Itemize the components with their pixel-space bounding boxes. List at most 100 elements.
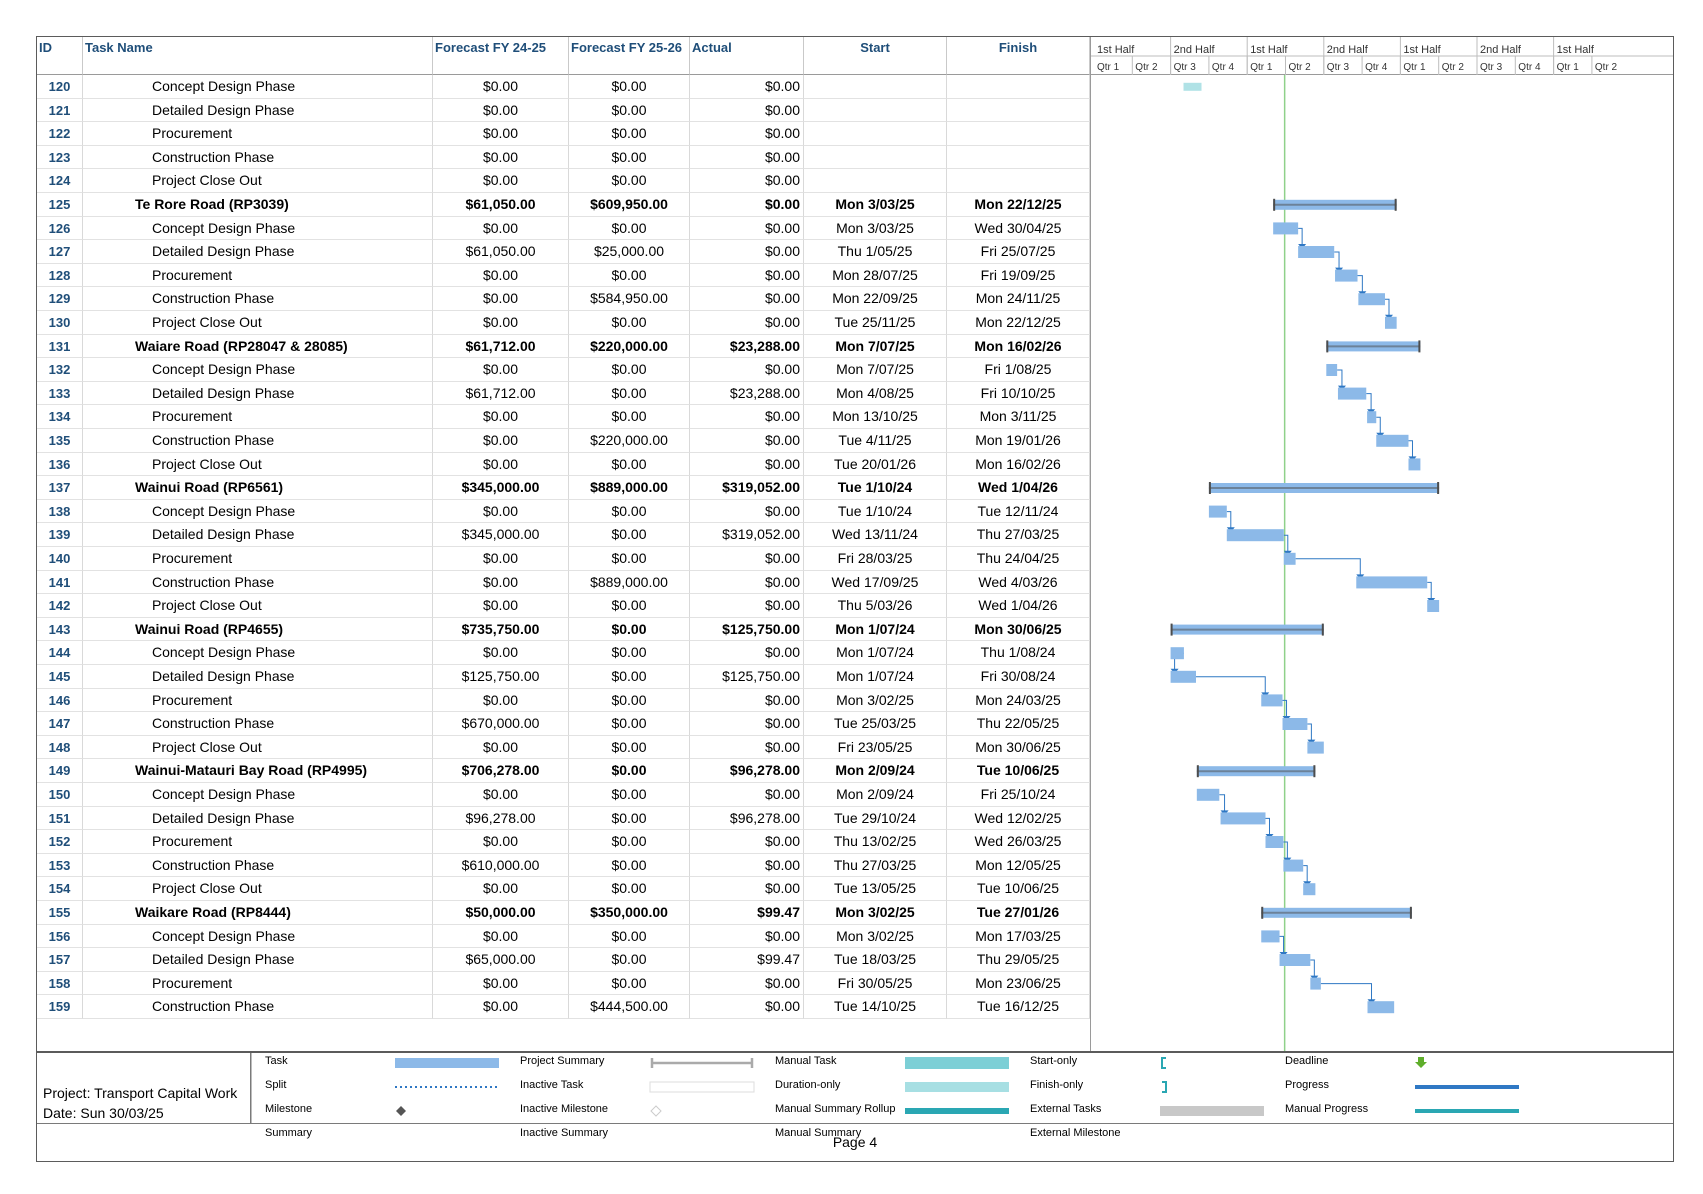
table-row[interactable]: 145 Detailed Design Phase $125,750.00 $0.00… xyxy=(37,665,1090,689)
start-date: Mon 2/09/24 xyxy=(804,783,947,807)
summary-task-row[interactable]: 149 Wainui-Matauri Bay Road (RP4995) $706,… xyxy=(37,759,1090,783)
table-row[interactable]: 133 Detailed Design Phase $61,712.00 $0.00 $… xyxy=(37,381,1090,406)
forecast-fy2526: $0.00 xyxy=(569,665,690,689)
table-row[interactable]: 122 Procurement $0.00 $0.00 $0.00 xyxy=(37,122,1090,146)
start-date: Tue 20/01/26 xyxy=(804,452,947,477)
actual-cost: $0.00 xyxy=(690,924,804,949)
task-name: Concept Design Phase xyxy=(83,499,433,524)
finish-date: Mon 22/12/25 xyxy=(947,311,1090,335)
task-bar xyxy=(1307,741,1324,754)
start-date: Tue 1/10/24 xyxy=(804,476,947,500)
summary-task-row[interactable]: 143 Wainui Road (RP4655) $735,750.00 $0.00 $… xyxy=(37,617,1090,642)
summary-task-row[interactable]: 131 Waiare Road (RP28047 & 28085) $61,712.… xyxy=(37,334,1090,359)
half-label: 2nd Half xyxy=(1174,44,1216,56)
table-row[interactable]: 142 Project Close Out $0.00 $0.00 $0.00 Thu 5… xyxy=(37,594,1090,618)
dependency-link xyxy=(1298,227,1303,245)
task-id: 150 xyxy=(37,783,83,807)
dependency-link xyxy=(1195,676,1266,694)
table-row[interactable]: 139 Detailed Design Phase $345,000.00 $0.00… xyxy=(37,523,1090,547)
legend-item-label: Manual Summary Rollup xyxy=(775,1103,896,1115)
table-row[interactable]: 123 Construction Phase $0.00 $0.00 $0.00 xyxy=(37,145,1090,170)
table-row[interactable]: 138 Concept Design Phase $0.00 $0.00 $0.00 Tu… xyxy=(37,499,1090,524)
start-date: Mon 2/09/24 xyxy=(804,759,947,783)
table-row[interactable]: 126 Concept Design Phase $0.00 $0.00 $0.00 Mo… xyxy=(37,216,1090,241)
table-row[interactable]: 120 Concept Design Phase $0.00 $0.00 $0.00 xyxy=(37,75,1090,99)
legend-item-label: Milestone xyxy=(265,1103,313,1115)
table-row[interactable]: 130 Project Close Out $0.00 $0.00 $0.00 Tue 2… xyxy=(37,311,1090,335)
table-row[interactable]: 148 Project Close Out $0.00 $0.00 $0.00 Fri 2… xyxy=(37,735,1090,760)
finish-date: Tue 12/11/24 xyxy=(947,499,1090,524)
finish-date: Mon 30/06/25 xyxy=(947,617,1090,642)
actual-cost: $96,278.00 xyxy=(690,759,804,783)
start-date: Tue 29/10/24 xyxy=(804,806,947,831)
forecast-fy2526: $0.00 xyxy=(569,263,690,288)
header-forecast-fy2526: Forecast FY 25-26 xyxy=(569,37,690,75)
legend-manual-task-symbol xyxy=(905,1057,1009,1069)
actual-cost: $0.00 xyxy=(690,853,804,878)
table-row[interactable]: 146 Procurement $0.00 $0.00 $0.00 Mon 3/02/25… xyxy=(37,688,1090,713)
actual-cost: $319,052.00 xyxy=(690,476,804,500)
table-row[interactable]: 156 Concept Design Phase $0.00 $0.00 $0.00 Mo… xyxy=(37,924,1090,949)
actual-cost: $96,278.00 xyxy=(690,806,804,831)
finish-date: Wed 26/03/25 xyxy=(947,830,1090,854)
table-row[interactable]: 140 Procurement $0.00 $0.00 $0.00 Fri 28/03/2… xyxy=(37,547,1090,571)
task-name: Waiare Road (RP28047 & 28085) xyxy=(83,334,433,359)
task-bar xyxy=(1283,859,1304,872)
quarter-label: Qtr 3 xyxy=(1327,62,1350,73)
table-row[interactable]: 135 Construction Phase $0.00 $220,000.00 $0.… xyxy=(37,429,1090,453)
table-row[interactable]: 159 Construction Phase $0.00 $444,500.00 $0.… xyxy=(37,995,1090,1019)
summary-task-row[interactable]: 125 Te Rore Road (RP3039) $61,050.00 $609,9… xyxy=(37,193,1090,217)
table-row[interactable]: 150 Concept Design Phase $0.00 $0.00 $0.00 Mo… xyxy=(37,783,1090,807)
table-row[interactable]: 129 Construction Phase $0.00 $584,950.00 $0.… xyxy=(37,287,1090,311)
forecast-fy2526: $0.00 xyxy=(569,830,690,854)
forecast-fy2526: $0.00 xyxy=(569,145,690,170)
table-row[interactable]: 151 Detailed Design Phase $96,278.00 $0.00 $… xyxy=(37,806,1090,831)
task-name: Construction Phase xyxy=(83,853,433,878)
start-date: Mon 4/08/25 xyxy=(804,381,947,406)
table-row[interactable]: 132 Concept Design Phase $0.00 $0.00 $0.00 Mo… xyxy=(37,358,1090,382)
actual-cost: $0.00 xyxy=(690,263,804,288)
gantt-chart: 1st Half 2nd Half 1st Half 2nd Half 1st Half… xyxy=(1090,37,1673,1051)
summary-task-row[interactable]: 137 Wainui Road (RP6561) $345,000.00 $889,0… xyxy=(37,476,1090,500)
dependency-link xyxy=(1408,440,1413,458)
legend-milestone-symbol xyxy=(396,1106,406,1116)
start-date: Mon 3/03/25 xyxy=(804,216,947,241)
table-row[interactable]: 147 Construction Phase $670,000.00 $0.00 $0.… xyxy=(37,712,1090,736)
finish-date xyxy=(947,75,1090,99)
summary-task-row[interactable]: 155 Waikare Road (RP8444) $50,000.00 $350,0… xyxy=(37,901,1090,925)
start-date: Mon 7/07/25 xyxy=(804,358,947,382)
legend-item-label: Progress xyxy=(1285,1079,1330,1091)
forecast-fy2425: $0.00 xyxy=(433,75,569,99)
table-row[interactable]: 127 Detailed Design Phase $61,050.00 $25,00… xyxy=(37,240,1090,264)
forecast-fy2425: $735,750.00 xyxy=(433,617,569,642)
table-row[interactable]: 158 Procurement $0.00 $0.00 $0.00 Fri 30/05/2… xyxy=(37,971,1090,996)
task-name: Project Close Out xyxy=(83,311,433,335)
task-id: 146 xyxy=(37,688,83,713)
table-row[interactable]: 136 Project Close Out $0.00 $0.00 $0.00 Tue 2… xyxy=(37,452,1090,477)
task-name: Procurement xyxy=(83,263,433,288)
project-name: Project: Transport Capital Work xyxy=(43,1085,238,1101)
table-row[interactable]: 152 Procurement $0.00 $0.00 $0.00 Thu 13/02/2… xyxy=(37,830,1090,854)
forecast-fy2526: $0.00 xyxy=(569,216,690,241)
finish-date: Fri 1/08/25 xyxy=(947,358,1090,382)
table-row[interactable]: 154 Project Close Out $0.00 $0.00 $0.00 Tue 1… xyxy=(37,877,1090,901)
table-row[interactable]: 124 Project Close Out $0.00 $0.00 $0.00 xyxy=(37,169,1090,193)
task-id: 153 xyxy=(37,853,83,878)
task-bar xyxy=(1303,883,1316,896)
task-bar xyxy=(1282,718,1308,730)
legend-item-label: External Tasks xyxy=(1030,1103,1102,1115)
table-row[interactable]: 144 Concept Design Phase $0.00 $0.00 $0.00 Mo… xyxy=(37,641,1090,665)
table-row[interactable]: 121 Detailed Design Phase $0.00 $0.00 $0.00 xyxy=(37,98,1090,123)
table-row[interactable]: 141 Construction Phase $0.00 $889,000.00 $0.… xyxy=(37,570,1090,595)
task-name: Procurement xyxy=(83,830,433,854)
table-row[interactable]: 128 Procurement $0.00 $0.00 $0.00 Mon 28/07/2… xyxy=(37,263,1090,288)
quarter-label: Qtr 1 xyxy=(1097,62,1120,73)
table-row[interactable]: 157 Detailed Design Phase $65,000.00 $0.00 $… xyxy=(37,948,1090,972)
forecast-fy2526: $609,950.00 xyxy=(569,193,690,217)
finish-date: Tue 10/06/25 xyxy=(947,759,1090,783)
finish-date: Mon 23/06/25 xyxy=(947,971,1090,996)
task-name: Procurement xyxy=(83,547,433,571)
task-id: 138 xyxy=(37,499,83,524)
table-row[interactable]: 134 Procurement $0.00 $0.00 $0.00 Mon 13/10/2… xyxy=(37,405,1090,429)
table-row[interactable]: 153 Construction Phase $610,000.00 $0.00 $0.… xyxy=(37,853,1090,878)
